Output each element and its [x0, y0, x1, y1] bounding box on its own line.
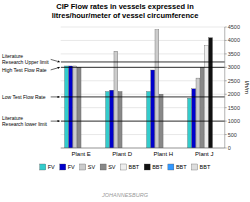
x-tick-label: Plant J	[195, 151, 213, 157]
y-axis-line	[224, 27, 225, 148]
annotation-arrow	[51, 67, 60, 70]
y-tick	[225, 67, 227, 68]
annotation-label: Low Test Flow Rate	[2, 94, 46, 100]
annotation-label: High Test Flow Rate	[2, 67, 47, 73]
legend-label: BBT	[176, 164, 187, 170]
grid-line	[61, 53, 225, 54]
annotation-line: Low Test Flow Rate	[2, 94, 46, 100]
y-tick-label: 3500	[228, 51, 240, 57]
grid-line	[61, 40, 225, 41]
bar	[155, 30, 159, 148]
annotation-line: Research lower limit	[2, 121, 48, 127]
x-tick-label: Plant H	[153, 151, 173, 157]
y-tick-label: 4000	[228, 37, 240, 43]
bar	[114, 51, 118, 148]
legend-label: FV	[48, 164, 55, 170]
annotation-label: LiteratureResearch Upper limit	[2, 53, 49, 65]
bar	[65, 66, 69, 148]
bar-series	[77, 67, 204, 148]
legend-swatch	[100, 164, 106, 170]
legend-swatch	[168, 164, 174, 170]
legend-swatch	[120, 164, 126, 170]
legend-label: FV	[68, 164, 75, 170]
legend-swatch	[60, 164, 66, 170]
reference-line	[61, 67, 225, 68]
title-line: litres/hour/meter of vessel circumferenc…	[52, 11, 199, 20]
bar	[209, 38, 213, 148]
y-tick	[225, 53, 227, 54]
x-axis-line	[61, 148, 225, 149]
bar	[151, 70, 155, 148]
title: CIP Flow rates in vessels expressed inli…	[52, 2, 199, 20]
y-tick	[225, 134, 227, 135]
bar	[69, 66, 73, 148]
y-tick	[225, 40, 227, 41]
legend-label: SV	[88, 164, 96, 170]
y-tick-label: 3000	[228, 64, 240, 70]
plot-area	[61, 30, 225, 148]
legend-label: SV	[108, 164, 116, 170]
y-tick-label: 2500	[228, 78, 240, 84]
grid-line	[61, 121, 225, 122]
y-tick-label: 0	[228, 145, 231, 151]
y-tick	[225, 148, 227, 149]
annotation-arrow	[51, 59, 60, 62]
grid	[61, 27, 225, 148]
bar-series	[73, 30, 200, 148]
y-tick	[225, 27, 227, 28]
y-tick-label: 1500	[228, 105, 240, 111]
y-tick	[225, 107, 227, 108]
y-tick-label: 2000	[228, 91, 240, 97]
bar	[77, 67, 81, 148]
legend-label: BBT	[200, 164, 211, 170]
reference-line	[61, 61, 225, 62]
x-tick-label: Plant D	[112, 151, 132, 157]
y-tick-label: 500	[228, 132, 237, 138]
legend-swatch	[80, 164, 86, 170]
legend-swatch	[144, 164, 150, 170]
grid-line	[61, 27, 225, 28]
legend-swatch	[40, 164, 46, 170]
annotation-label: LiteratureResearch lower limit	[2, 115, 48, 127]
reference-line	[61, 121, 225, 122]
bar	[196, 78, 200, 148]
bar-series	[65, 66, 192, 148]
annotation-arrow	[51, 96, 60, 97]
bar-series	[209, 38, 213, 148]
bar	[188, 98, 192, 148]
chart: CIP Flow rates in vessels expressed inli…	[0, 0, 250, 202]
bar-series	[69, 66, 196, 148]
bar	[106, 92, 110, 148]
bar	[147, 92, 151, 148]
y-tick	[225, 80, 227, 81]
bar	[200, 67, 204, 148]
y-axis-label: l/h/m	[244, 81, 250, 94]
bar	[192, 89, 196, 148]
legend-swatch	[192, 164, 198, 170]
x-tick-label: Plant E	[72, 151, 91, 157]
y-tick	[225, 94, 227, 95]
legend-label: BBT	[152, 164, 163, 170]
legend: FV FV SV SV BBT BBT BBT BBT	[40, 164, 211, 170]
annotation-arrow	[51, 121, 60, 122]
watermark: JOHANNESBURG	[101, 192, 149, 198]
y-tick	[225, 121, 227, 122]
y-tick-label: 1000	[228, 118, 240, 124]
bar	[73, 66, 77, 148]
y-tick-label: 4500	[228, 24, 240, 30]
annotation-line: High Test Flow Rate	[2, 67, 47, 73]
bar	[118, 92, 122, 148]
reference-line	[61, 96, 225, 97]
annotation-line: Research Upper limit	[2, 59, 49, 65]
bar	[110, 90, 114, 148]
legend-label: BBT	[128, 164, 139, 170]
grid-line	[61, 67, 225, 68]
